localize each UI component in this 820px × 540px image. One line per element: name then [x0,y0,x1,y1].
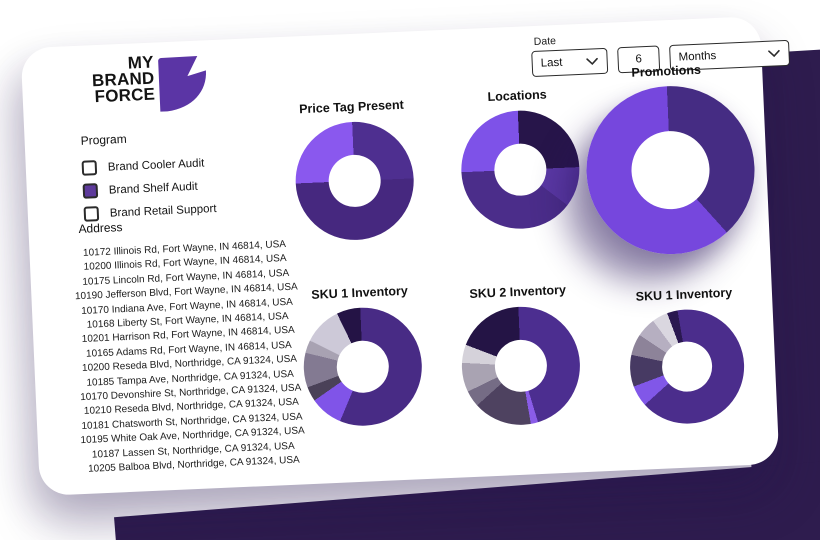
program-item-label: Brand Shelf Audit [108,180,198,197]
brand-logo: MY BRAND FORCE [91,52,210,117]
date-range-select[interactable]: Last [531,47,609,78]
donut-sku1-inventory-2 [627,307,747,427]
chart-title: SKU 2 Inventory [469,282,567,302]
program-checkbox-row: Brand Cooler Audit [81,155,215,176]
checkbox-checked[interactable] [82,183,99,199]
logo-line-force: FORCE [94,84,156,107]
brand-flag-icon [158,55,207,112]
date-range-value: Last [540,56,563,70]
donut-promotions [582,82,759,258]
address-list: 10172 Illinois Rd, Fort Wayne, IN 46814,… [65,237,313,478]
address-section: Address 10172 Illinois Rd, Fort Wayne, I… [64,212,313,478]
program-checkbox-row: Brand Shelf Audit [82,178,216,199]
chart-title: Promotions [631,62,702,80]
donut-locations [458,108,582,232]
chevron-down-icon [586,57,598,66]
brand-logo-text: MY BRAND FORCE [91,53,156,107]
checkbox-unchecked[interactable] [81,160,98,176]
date-unit-select[interactable]: Months [669,39,791,72]
program-heading: Program [80,131,127,148]
chart-price-tag-present: Price Tag Present [285,97,423,243]
checkbox-unchecked[interactable] [83,206,100,222]
donut-sku1-inventory [301,305,425,429]
chart-title: Locations [487,87,547,105]
chart-locations: Locations [451,86,589,232]
donut-price-tag-present [293,119,417,243]
date-filter-row: Last Months [531,39,791,78]
chart-title: SKU 1 Inventory [311,283,409,302]
program-section: Program Brand Cooler Audit Brand Shelf Au… [80,128,217,230]
program-item-label: Brand Cooler Audit [107,156,205,174]
dashboard-card: MY BRAND FORCE Date Last Months [20,16,791,496]
chart-sku1-inventory: SKU 1 Inventory [289,283,435,429]
date-filter: Date Last Months [531,25,791,78]
chart-promotions: Promotions [578,60,762,258]
program-list: Brand Cooler Audit Brand Shelf Audit Brand… [81,155,217,222]
chart-sku1-inventory-2: SKU 1 Inventory [614,285,760,427]
chevron-down-icon [768,49,780,58]
chart-sku2-inventory: SKU 2 Inventory [447,282,593,428]
chart-title: SKU 1 Inventory [635,285,733,304]
donut-sku2-inventory [459,304,583,428]
chart-title: Price Tag Present [298,97,405,117]
